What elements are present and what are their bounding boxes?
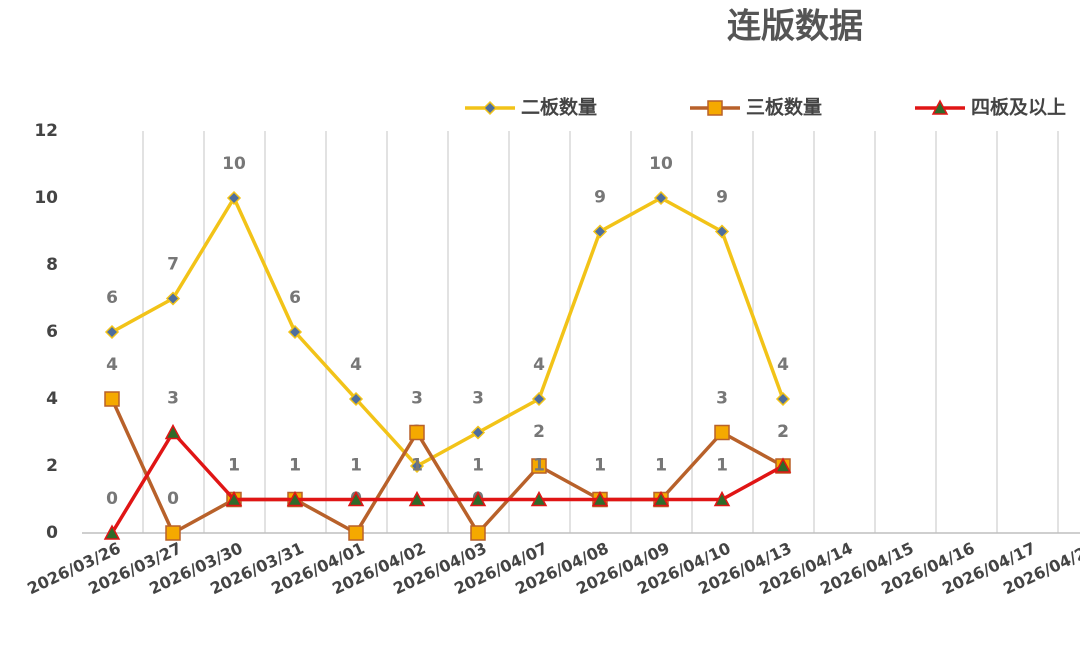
marker [714, 424, 730, 441]
data-label: 3 [167, 389, 179, 409]
marker [348, 525, 364, 541]
data-label: 0 [167, 489, 179, 509]
data-label: 1 [655, 456, 667, 476]
marker [225, 490, 243, 507]
marker [104, 391, 120, 407]
data-label: 2 [777, 422, 789, 442]
data-label: 10 [222, 154, 246, 174]
marker [226, 190, 242, 206]
data-label: 7 [167, 255, 179, 275]
marker [470, 525, 486, 541]
data-label: 2 [777, 422, 789, 442]
y-tick-label: 10 [34, 188, 58, 208]
marker [348, 391, 364, 407]
data-label: 3 [411, 389, 423, 409]
legend-marker [931, 99, 949, 115]
data-label: 1 [594, 456, 606, 476]
marker [531, 391, 547, 407]
y-tick-label: 2 [46, 456, 58, 476]
data-label: 4 [350, 355, 362, 375]
y-tick-label: 6 [46, 322, 58, 342]
series-line [111, 196, 785, 468]
marker [165, 525, 181, 541]
data-label: 1 [472, 456, 484, 476]
marker [469, 490, 487, 507]
y-tick-label: 4 [46, 389, 58, 409]
marker [713, 490, 731, 507]
marker [774, 457, 792, 473]
legend-label: 三板数量 [746, 96, 822, 119]
marker [470, 425, 486, 440]
legend-label: 二板数量 [521, 96, 597, 119]
data-label: 1 [655, 456, 667, 476]
marker [287, 324, 303, 340]
data-label: 1 [716, 456, 728, 476]
y-tick-label: 12 [34, 121, 58, 141]
data-label: 0 [106, 489, 118, 509]
legend-label: 四板及以上 [971, 96, 1066, 119]
data-label: 1 [533, 456, 545, 476]
marker [165, 291, 181, 306]
y-tick-label: 0 [46, 523, 58, 543]
chart-title: 连版数据 [727, 7, 863, 47]
marker [652, 490, 670, 507]
marker [286, 490, 304, 507]
marker [531, 458, 547, 474]
data-label: 1 [228, 456, 240, 476]
series-line [110, 430, 784, 534]
marker [347, 490, 365, 507]
data-label: 6 [289, 288, 301, 308]
series-line [110, 398, 784, 535]
marker [591, 490, 609, 507]
data-label: 1 [594, 456, 606, 476]
data-label: 1 [350, 456, 362, 476]
data-label: 3 [472, 389, 484, 409]
data-label: 4 [777, 355, 789, 375]
marker [409, 458, 425, 474]
data-label: 1 [289, 456, 301, 476]
data-label: 4 [106, 355, 118, 375]
data-label: 10 [649, 154, 673, 174]
data-label: 1 [289, 456, 301, 476]
marker [104, 324, 120, 340]
data-label: 1 [228, 456, 240, 476]
data-label: 1 [411, 456, 423, 476]
data-label: 4 [533, 355, 545, 375]
data-label: 2 [533, 422, 545, 442]
legend-marker [482, 100, 498, 116]
data-label: 3 [716, 389, 728, 409]
marker [775, 391, 791, 407]
data-label: 6 [106, 288, 118, 308]
marker [408, 490, 426, 507]
legend-marker [707, 100, 723, 116]
y-tick-label: 8 [46, 255, 58, 275]
marker [164, 423, 182, 440]
data-label: 9 [716, 188, 728, 208]
marker [530, 490, 548, 507]
marker [409, 424, 425, 441]
marker [592, 224, 608, 239]
marker [103, 524, 121, 540]
marker [714, 224, 730, 239]
data-label: 9 [594, 188, 606, 208]
marker [653, 190, 669, 206]
